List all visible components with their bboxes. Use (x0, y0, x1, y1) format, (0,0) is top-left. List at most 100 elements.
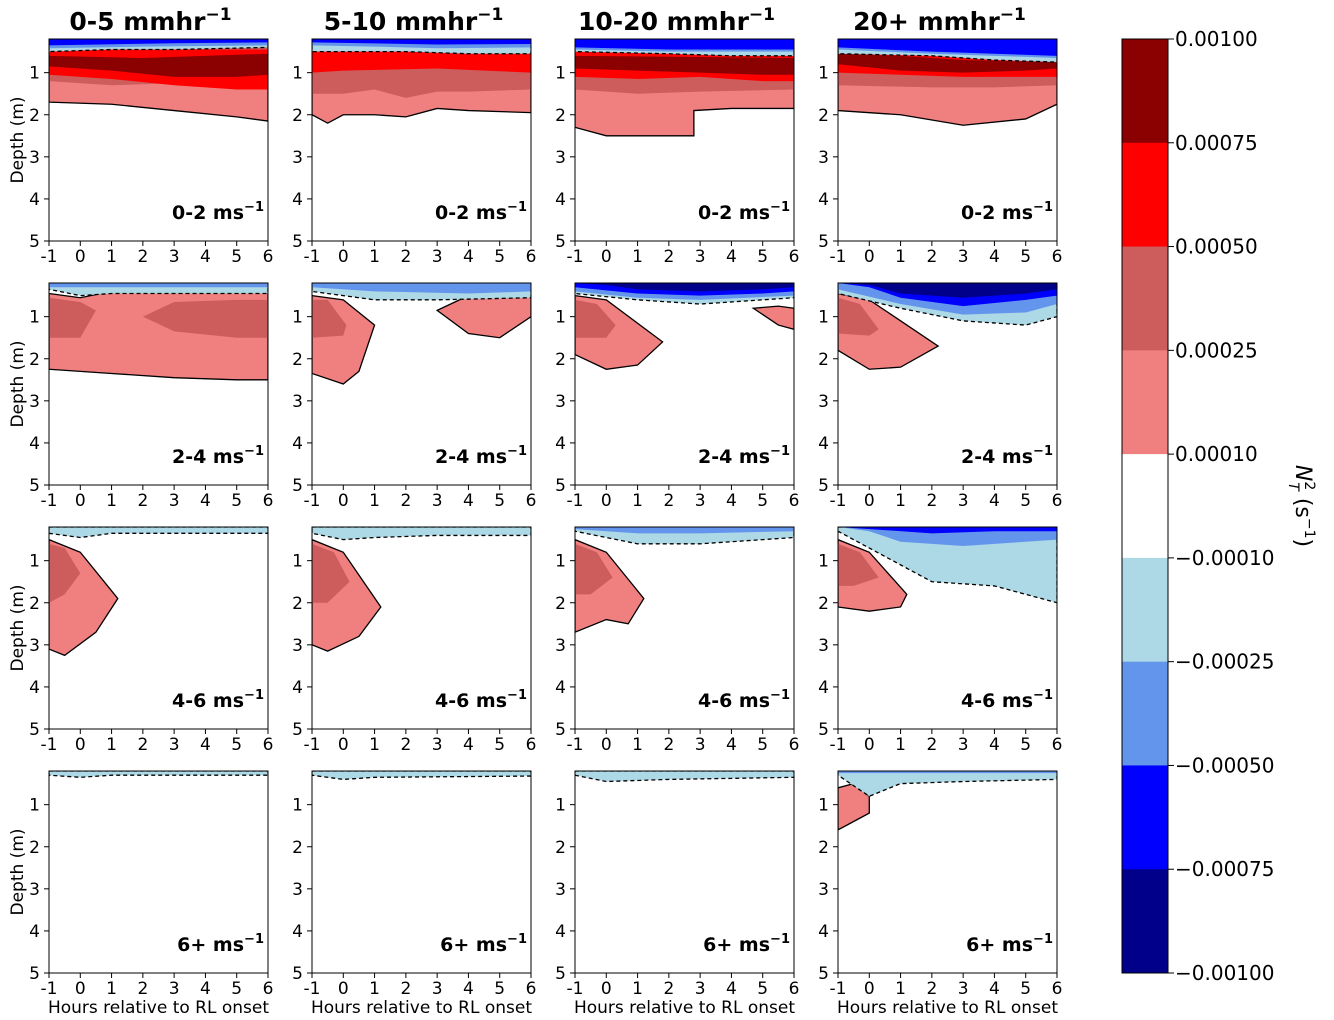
x-tick-label: 6 (789, 979, 800, 999)
y-tick-label: 1 (818, 64, 829, 84)
column-title: 10-20 mmhr−1 (578, 5, 775, 36)
colorbar-label: N2T (s−1) (1285, 465, 1317, 547)
y-tick-label: 4 (555, 434, 566, 454)
y-tick-label: 5 (555, 964, 566, 984)
x-tick-label: 4 (726, 979, 737, 999)
panel-frame (311, 770, 532, 974)
y-tick-label: 1 (555, 64, 566, 84)
y-tick-label: 5 (818, 476, 829, 496)
x-tick-label: 2 (663, 979, 674, 999)
y-tick-label: 4 (292, 922, 303, 942)
y-tick-label: 1 (818, 308, 829, 328)
x-tick-label: 4 (463, 979, 474, 999)
column-title: 5-10 mmhr−1 (324, 5, 504, 36)
contour-band (142, 299, 268, 338)
y-tick-label: 3 (292, 636, 303, 656)
x-tick-label: 6 (789, 735, 800, 755)
y-tick-label: 5 (818, 964, 829, 984)
x-tick-label: 5 (231, 491, 242, 511)
contour-band (751, 305, 794, 330)
x-tick-label: 2 (663, 247, 674, 267)
x-tick-label: 1 (369, 491, 380, 511)
y-tick-label: 2 (29, 594, 40, 614)
y-tick-label: 5 (555, 232, 566, 252)
y-tick-label: 4 (29, 434, 40, 454)
contour-band (49, 39, 268, 46)
x-tick-label: 2 (926, 735, 937, 755)
y-tick-label: 1 (818, 552, 829, 572)
x-tick-label: 4 (726, 247, 737, 267)
y-axis-label: Depth (m) (8, 340, 28, 427)
y-tick-label: 5 (555, 720, 566, 740)
y-tick-label: 3 (29, 148, 40, 168)
y-tick-label: 5 (292, 476, 303, 496)
y-tick-label: 2 (555, 594, 566, 614)
x-tick-label: -1 (304, 735, 321, 755)
x-tick-label: 1 (369, 735, 380, 755)
y-tick-label: 1 (555, 308, 566, 328)
x-tick-label: -1 (830, 979, 847, 999)
x-tick-label: 1 (632, 247, 643, 267)
x-tick-label: -1 (304, 979, 321, 999)
x-tick-label: -1 (830, 491, 847, 511)
x-tick-label: 4 (463, 735, 474, 755)
x-tick-label: 5 (494, 247, 505, 267)
colorbar-tick-label: −0.00025 (1175, 650, 1274, 674)
x-tick-label: 1 (106, 735, 117, 755)
contour-band (575, 543, 613, 595)
panel-frame (311, 282, 532, 486)
x-tick-label: 5 (494, 735, 505, 755)
y-tick-label: 2 (818, 838, 829, 858)
x-tick-label: 6 (263, 247, 274, 267)
colorbar-segment (1122, 869, 1168, 974)
x-tick-label: 4 (463, 247, 474, 267)
x-tick-label: 0 (601, 979, 612, 999)
y-tick-label: 4 (555, 190, 566, 210)
contour-band (838, 771, 1057, 774)
y-tick-label: 4 (818, 190, 829, 210)
colorbar-segment (1122, 246, 1168, 351)
x-tick-label: 5 (494, 979, 505, 999)
x-tick-label: 0 (338, 247, 349, 267)
contour-band (575, 283, 794, 292)
panel-frame (574, 38, 795, 242)
panel-frame (837, 770, 1058, 974)
x-tick-label: 3 (169, 247, 180, 267)
x-tick-label: 2 (400, 979, 411, 999)
x-tick-label: 4 (989, 491, 1000, 511)
y-tick-label: 1 (555, 552, 566, 572)
x-tick-label: 4 (200, 735, 211, 755)
y-tick-label: 2 (292, 594, 303, 614)
x-tick-label: 3 (432, 979, 443, 999)
x-tick-label: 0 (75, 491, 86, 511)
y-tick-label: 3 (292, 148, 303, 168)
x-axis-label: Hours relative to RL onset (837, 998, 1058, 1018)
y-tick-label: 1 (292, 796, 303, 816)
x-tick-label: 2 (400, 735, 411, 755)
contour-band (49, 771, 268, 778)
panel-frame (837, 38, 1058, 242)
y-tick-label: 4 (292, 190, 303, 210)
x-tick-label: 0 (601, 735, 612, 755)
panel-frame (574, 526, 795, 730)
x-tick-label: 3 (432, 491, 443, 511)
y-tick-label: 2 (818, 594, 829, 614)
x-tick-label: 5 (757, 491, 768, 511)
x-tick-label: 3 (958, 735, 969, 755)
y-tick-label: 3 (29, 392, 40, 412)
y-tick-label: 2 (292, 838, 303, 858)
x-tick-label: 3 (958, 979, 969, 999)
x-tick-label: 4 (463, 491, 474, 511)
contour-band (575, 55, 794, 75)
x-tick-label: 6 (526, 979, 537, 999)
contour-band (838, 297, 879, 336)
x-tick-label: -1 (567, 491, 584, 511)
colorbar-segment (1122, 142, 1168, 248)
contour-band (49, 283, 268, 288)
x-tick-label: -1 (567, 735, 584, 755)
x-tick-label: 3 (169, 491, 180, 511)
x-tick-label: -1 (567, 247, 584, 267)
